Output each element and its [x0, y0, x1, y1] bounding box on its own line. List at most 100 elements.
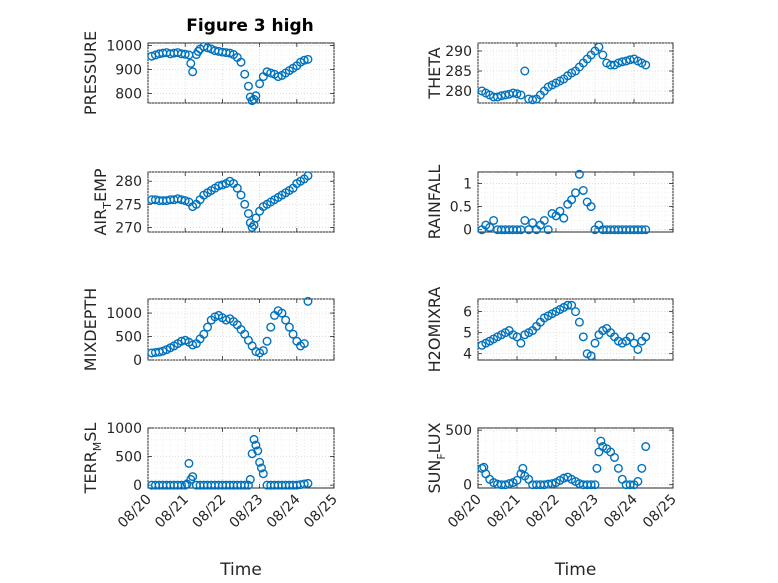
- data-point: [256, 463, 266, 473]
- data-point: [574, 317, 584, 327]
- x-axis-label: Time: [554, 560, 597, 580]
- data-point: [520, 215, 530, 225]
- y-tick-label: 1000: [106, 421, 142, 437]
- x-tick-label: 08/20: [115, 492, 155, 532]
- data-point: [590, 480, 600, 490]
- data-point: [586, 202, 596, 212]
- data-point: [516, 338, 526, 348]
- data-point: [543, 225, 553, 235]
- data-point: [266, 322, 276, 332]
- data-point: [641, 60, 651, 70]
- data-point: [574, 169, 584, 179]
- data-point: [236, 57, 246, 67]
- data-point: [563, 300, 573, 310]
- data-point: [613, 463, 623, 473]
- y-tick-label: 1000: [106, 38, 142, 54]
- y-axis-label: RAINFALL: [425, 165, 444, 240]
- data-point: [567, 300, 577, 310]
- data-point: [299, 55, 309, 65]
- subplot-h2omixra: 4 5 6 H2OMIXRA: [425, 287, 674, 372]
- y-tick-label: 0: [133, 353, 142, 369]
- data-point: [262, 336, 272, 346]
- data-point: [203, 43, 213, 53]
- data-point: [199, 329, 209, 339]
- x-tick-label: 08/23: [562, 492, 602, 532]
- y-tick-label: 285: [445, 64, 472, 80]
- data-point: [251, 213, 261, 223]
- data-point: [516, 90, 526, 100]
- data-point: [512, 332, 522, 342]
- data-point: [578, 332, 588, 342]
- data-point: [641, 442, 651, 452]
- data-point: [520, 66, 530, 76]
- y-tick-label: 1: [463, 177, 472, 193]
- data-point: [240, 199, 250, 209]
- data-point: [590, 338, 600, 348]
- data-point: [240, 69, 250, 79]
- axes-box: [147, 298, 335, 361]
- figure-title: Figure 3 high: [186, 16, 314, 36]
- y-tick-label: 280: [115, 174, 142, 190]
- x-tick-label: 08/22: [189, 492, 229, 532]
- data-point: [180, 49, 190, 59]
- y-tick-label: 800: [115, 86, 142, 102]
- y-tick-label: 0.5: [450, 200, 472, 216]
- data-point: [637, 463, 647, 473]
- data-point: [592, 463, 602, 473]
- x-axis-label: Time: [219, 560, 262, 580]
- y-tick-label: 500: [445, 423, 472, 439]
- data-point: [299, 339, 309, 349]
- data-point: [594, 42, 604, 52]
- data-point: [193, 46, 203, 56]
- data-point: [188, 472, 198, 482]
- y-tick-label: 4: [463, 347, 472, 363]
- y-tick-label: 6: [463, 305, 472, 321]
- data-point: [251, 91, 261, 101]
- data-point: [255, 457, 265, 467]
- y-tick-label: 290: [445, 44, 472, 60]
- x-tick-label: 08/21: [152, 492, 192, 532]
- data-point: [303, 478, 313, 488]
- data-point: [277, 308, 287, 318]
- data-point: [180, 480, 190, 490]
- axes-box: [147, 427, 335, 489]
- data-point: [184, 458, 194, 468]
- data-point: [258, 346, 268, 356]
- y-tick-label: 500: [115, 330, 142, 346]
- data-point: [249, 434, 259, 444]
- data-point: [284, 322, 294, 332]
- subplot-rainfall: 0 0.5 1 RAINFALL: [425, 165, 674, 240]
- data-point: [633, 344, 643, 354]
- x-tick-label: 08/25: [640, 492, 680, 532]
- data-point: [203, 322, 213, 332]
- y-tick-label: 270: [115, 220, 142, 236]
- data-point: [586, 480, 596, 490]
- data-point: [240, 480, 250, 490]
- data-point: [629, 338, 639, 348]
- data-point: [633, 476, 643, 486]
- data-point: [578, 185, 588, 195]
- data-point: [485, 222, 495, 232]
- data-point: [245, 474, 255, 484]
- y-axis-label: AIRTEMP: [91, 168, 114, 235]
- data-point: [555, 206, 565, 216]
- data-point: [251, 440, 261, 450]
- y-axis-label: SUNFLUX: [425, 422, 448, 493]
- data-point: [247, 222, 257, 232]
- y-tick-label: 5: [463, 326, 472, 342]
- y-axis-label: TERRMSL: [81, 423, 104, 495]
- data-point: [637, 225, 647, 235]
- data-point: [266, 68, 276, 78]
- data-point: [625, 480, 635, 490]
- data-point: [299, 479, 309, 489]
- y-tick-label: 0: [463, 478, 472, 494]
- data-point: [610, 452, 620, 462]
- data-point: [303, 296, 313, 306]
- y-tick-label: 0: [133, 478, 142, 494]
- y-axis-label: THETA: [425, 47, 444, 99]
- axes-box: [477, 298, 674, 361]
- data-point: [567, 195, 577, 205]
- x-tick-label: 08/24: [264, 491, 304, 531]
